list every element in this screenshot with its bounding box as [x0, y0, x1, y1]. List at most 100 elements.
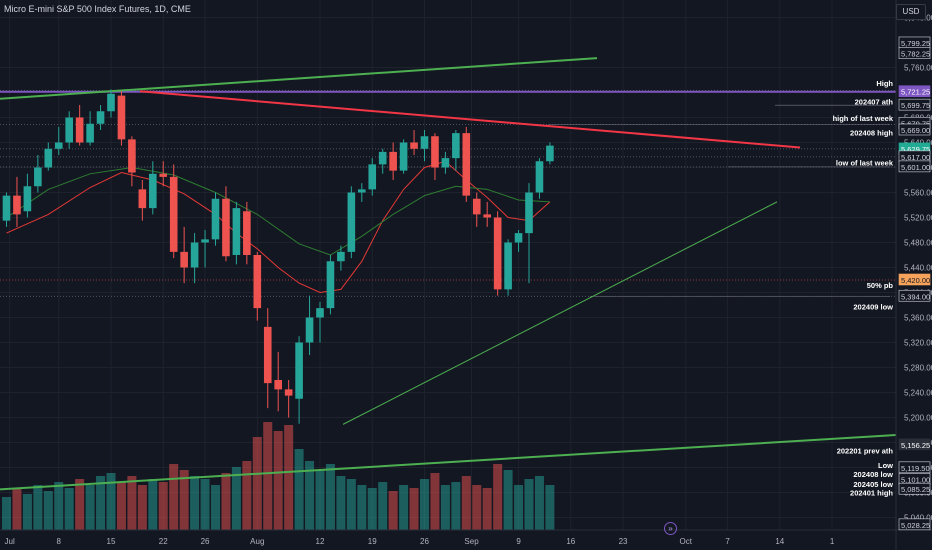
candle: [483, 214, 491, 218]
slow-moving-average: [6, 166, 550, 256]
volume-bar: [336, 476, 346, 530]
candle: [128, 139, 136, 173]
volume-bar: [169, 464, 179, 530]
price-label-box: [898, 160, 931, 173]
x-tick-label: 26: [201, 537, 210, 546]
x-tick-label: 23: [619, 537, 628, 546]
x-tick-label: 1: [830, 537, 835, 546]
price-label-box: [898, 98, 931, 111]
volume-bar: [2, 497, 11, 530]
volume-bar: [325, 464, 335, 530]
candle: [86, 123, 94, 143]
price-label-box: [898, 123, 931, 136]
y-tick-label: 5,520.00: [904, 214, 932, 223]
symbol-title: Micro E-mini S&P 500 Index Futures, 1D, …: [4, 4, 191, 14]
price-label-box: [898, 289, 931, 302]
candle: [399, 142, 408, 171]
candle: [295, 342, 303, 399]
scroll-to-latest-icon[interactable]: »: [664, 522, 677, 535]
candle: [514, 233, 523, 243]
candle: [337, 251, 345, 262]
price-label: 5,782.25: [901, 50, 930, 59]
x-tick-label: 19: [368, 537, 377, 546]
volume-bars: [2, 422, 555, 530]
volume-bar: [399, 485, 409, 530]
volume-bar: [472, 485, 482, 530]
level-tag: 202408 high: [850, 129, 893, 138]
volume-bar: [12, 488, 22, 530]
x-tick-label: 16: [566, 537, 575, 546]
level-tag: 202401 high: [850, 489, 893, 498]
price-label: 5,601.00: [901, 163, 930, 172]
volume-bar: [534, 476, 544, 530]
candle: [472, 198, 481, 215]
candle: [13, 195, 21, 215]
y-tick-label: 5,280.00: [904, 364, 932, 373]
volume-bar: [273, 431, 283, 530]
candle: [243, 211, 251, 255]
volume-bar: [420, 479, 429, 530]
candle: [326, 261, 335, 309]
candle: [190, 242, 199, 268]
candle: [504, 242, 512, 290]
volume-bar: [211, 485, 220, 530]
volume-bar: [148, 479, 158, 530]
price-label: 5,028.25: [901, 521, 930, 530]
candle: [201, 239, 209, 243]
price-label-box: [898, 47, 931, 59]
y-tick-label: 5,480.00: [904, 239, 932, 248]
price-label: 5,629.75: [901, 145, 930, 154]
candle: [410, 142, 418, 149]
volume-bar: [158, 482, 168, 530]
volume-bar: [451, 482, 461, 530]
lower-green-trendline: [0, 434, 897, 491]
volume-bar: [179, 470, 189, 530]
candle: [389, 151, 397, 171]
grid: [0, 0, 896, 530]
candle: [107, 93, 115, 112]
y-tick-label: 5,440.00: [904, 264, 932, 273]
volume-bar: [388, 491, 398, 530]
volume-bar: [378, 482, 388, 530]
candle: [23, 186, 32, 212]
volume-bar: [85, 485, 95, 530]
volume-bar: [64, 488, 74, 530]
volume-bar: [127, 476, 137, 530]
volume-bar: [137, 485, 147, 530]
candle: [358, 189, 366, 193]
candle: [117, 95, 126, 140]
volume-bar: [263, 422, 273, 530]
price-label: 5,085.25: [901, 485, 930, 494]
upper-green-trendline: [0, 57, 598, 100]
volume-bar: [357, 485, 367, 530]
candle: [420, 136, 429, 149]
volume-bar: [106, 473, 116, 530]
y-tick-label: 5,760.00: [904, 64, 932, 73]
x-tick-label: 14: [775, 537, 784, 546]
currency-button[interactable]: USD: [896, 4, 926, 20]
candle: [54, 142, 63, 149]
volume-bar: [503, 470, 513, 530]
price-label-box: [898, 461, 931, 474]
volume-bar: [346, 479, 356, 530]
y-tick-label: 5,200.00: [904, 414, 932, 423]
y-tick-label: 5,240.00: [904, 389, 932, 398]
x-tick-label: Sep: [464, 537, 479, 546]
volume-bar: [294, 449, 304, 530]
candle: [263, 326, 272, 384]
candle: [525, 192, 533, 234]
candle: [378, 151, 387, 165]
volume-bar: [54, 482, 64, 530]
horizontal-levels: [0, 90, 896, 297]
volume-bar: [315, 470, 325, 530]
candle: [138, 189, 147, 209]
candle: [222, 198, 230, 257]
candle: [149, 173, 157, 209]
level-tag: 202407 ath: [855, 97, 894, 106]
price-label-box: [898, 482, 931, 495]
level-tag: low of last week: [836, 159, 894, 168]
price-label: 5,420.00: [901, 276, 930, 285]
candle: [180, 251, 188, 268]
